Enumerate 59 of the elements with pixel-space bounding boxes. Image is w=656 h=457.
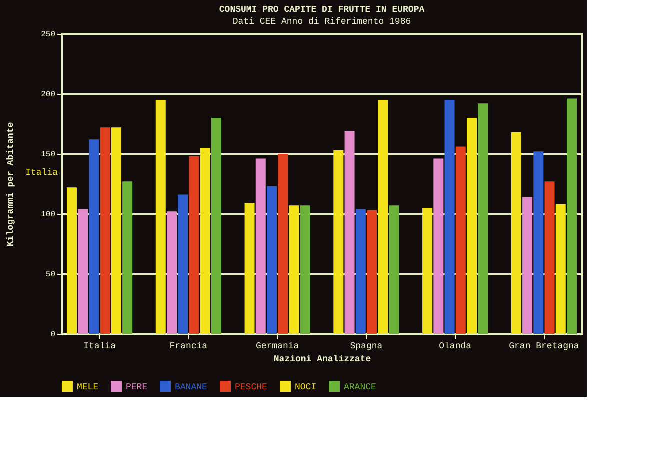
y-axis-title: Kilogrammi per Abitante [6, 122, 16, 247]
bar [478, 104, 488, 334]
bar [389, 206, 400, 334]
bar [556, 204, 566, 334]
bar [244, 203, 255, 334]
x-tick-label: Gran Bretagna [509, 342, 580, 352]
legend-label: BANANE [175, 382, 208, 393]
bar [189, 156, 200, 334]
bar [356, 209, 366, 334]
bar [211, 118, 222, 334]
bar [122, 182, 133, 334]
text: Italia [26, 168, 59, 178]
bar [378, 100, 388, 334]
bar [300, 206, 310, 334]
bar [456, 146, 466, 334]
legend-label: NOCI [295, 382, 317, 393]
x-tick-label: Italia [84, 342, 117, 352]
bar [467, 118, 477, 334]
bar [434, 158, 444, 334]
x-tick-label: Francia [170, 342, 208, 352]
bar [256, 158, 266, 334]
bar [89, 140, 100, 334]
bar [511, 132, 522, 334]
x-tick-label: Spagna [350, 342, 384, 352]
chart-title: CONSUMI PRO CAPITE DI FRUTTE IN EUROPA [219, 5, 426, 15]
y-tick-label: 50 [46, 270, 56, 280]
legend-label: PESCHE [235, 382, 268, 393]
bar [278, 154, 288, 334]
legend-label: ARANCE [344, 382, 376, 393]
bar [78, 209, 88, 334]
bar [111, 128, 122, 334]
bar [534, 152, 544, 334]
legend-label: PERE [126, 382, 148, 393]
bar [289, 206, 300, 334]
bar [344, 131, 355, 334]
y-tick-label: 200 [41, 90, 56, 100]
chart-subtitle: Dati CEE Anno di Riferimento 1986 [232, 17, 412, 27]
bar [156, 100, 166, 334]
bar [267, 186, 277, 334]
legend-label: MELE [77, 382, 99, 393]
x-tick-label: Olanda [439, 342, 472, 352]
y-tick-label: 250 [41, 30, 56, 40]
bar [67, 188, 77, 334]
bar [422, 208, 433, 334]
bar [178, 194, 188, 334]
y-tick-label: 0 [50, 330, 56, 340]
y-tick-label: 100 [41, 210, 56, 220]
bar [167, 212, 177, 334]
bar [544, 182, 555, 334]
bar [522, 197, 533, 334]
bar [367, 210, 377, 334]
x-tick-label: Germania [256, 342, 300, 352]
y-tick-label: 150 [41, 150, 56, 160]
bar [444, 100, 455, 334]
x-axis-title: Nazioni Analizzate [274, 354, 372, 364]
bar [334, 150, 344, 334]
bar [200, 148, 210, 334]
bar [567, 98, 577, 334]
bar [100, 128, 110, 334]
